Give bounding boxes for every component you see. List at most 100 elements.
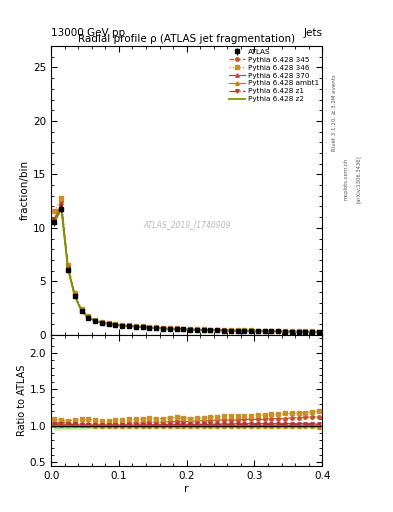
Pythia 6.428 345 [310,329,314,335]
Pythia 6.428 z2 [188,327,193,333]
Pythia 6.428 346 [242,327,247,333]
Pythia 6.428 346 [283,328,287,334]
Pythia 6.428 z1 [283,328,287,334]
Pythia 6.428 370 [66,265,70,271]
Pythia 6.428 370 [262,328,267,334]
Pythia 6.428 ambt1 [147,325,152,331]
Pythia 6.428 345 [181,326,185,332]
Pythia 6.428 z1 [276,328,281,334]
Pythia 6.428 ambt1 [79,308,84,314]
Pythia 6.428 z1 [120,323,125,329]
Pythia 6.428 ambt1 [228,328,233,334]
Pythia 6.428 z1 [79,308,84,314]
Pythia 6.428 345 [222,327,226,333]
Pythia 6.428 z2 [120,323,125,329]
Pythia 6.428 370 [228,328,233,334]
Pythia 6.428 z2 [181,326,185,332]
Pythia 6.428 ambt1 [120,323,125,329]
Pythia 6.428 345 [228,327,233,333]
Pythia 6.428 ambt1 [167,326,172,332]
Pythia 6.428 345 [66,265,70,271]
Pythia 6.428 346 [215,327,220,333]
Pythia 6.428 370 [134,324,138,330]
Pythia 6.428 370 [174,326,179,332]
Pythia 6.428 z1 [86,314,91,321]
Pythia 6.428 z1 [167,326,172,332]
Pythia 6.428 370 [107,321,111,327]
Pythia 6.428 z2 [316,329,321,335]
Pythia 6.428 345 [120,322,125,328]
Pythia 6.428 370 [249,328,253,334]
Pythia 6.428 370 [188,327,193,333]
Pythia 6.428 345 [269,328,274,334]
Pythia 6.428 345 [215,327,220,333]
Pythia 6.428 370 [269,328,274,334]
Pythia 6.428 z2 [161,326,165,332]
Pythia 6.428 ambt1 [66,266,70,272]
Pythia 6.428 346 [86,313,91,319]
Pythia 6.428 z2 [66,266,70,272]
Pythia 6.428 ambt1 [255,328,260,334]
Pythia 6.428 z2 [195,327,199,333]
Pythia 6.428 346 [269,328,274,334]
Pythia 6.428 ambt1 [296,329,301,335]
Pythia 6.428 346 [235,327,240,333]
Pythia 6.428 z2 [72,293,77,300]
Pythia 6.428 z1 [269,328,274,334]
Pythia 6.428 z2 [215,327,220,333]
Pythia 6.428 z2 [228,328,233,334]
Pythia 6.428 345 [147,324,152,330]
Pythia 6.428 345 [127,323,131,329]
Pythia 6.428 z1 [113,322,118,328]
Pythia 6.428 370 [72,293,77,299]
Pythia 6.428 z1 [66,265,70,271]
Pythia 6.428 345 [93,317,97,324]
Pythia 6.428 345 [262,328,267,334]
Pythia 6.428 346 [113,321,118,327]
Pythia 6.428 z2 [127,323,131,329]
Pythia 6.428 ambt1 [134,324,138,330]
Pythia 6.428 ambt1 [310,329,314,335]
Y-axis label: fraction/bin: fraction/bin [20,160,30,221]
Pythia 6.428 345 [283,328,287,334]
Pythia 6.428 z1 [228,328,233,334]
Pythia 6.428 345 [161,325,165,331]
Pythia 6.428 z2 [249,328,253,334]
Pythia 6.428 370 [161,325,165,331]
Pythia 6.428 370 [222,327,226,333]
Pythia 6.428 346 [222,327,226,333]
Pythia 6.428 345 [59,198,64,204]
Pythia 6.428 346 [147,324,152,330]
Pythia 6.428 z2 [107,321,111,327]
Pythia 6.428 370 [59,204,64,210]
Pythia 6.428 346 [127,323,131,329]
Pythia 6.428 346 [52,208,57,215]
Line: Pythia 6.428 370: Pythia 6.428 370 [53,206,321,334]
Pythia 6.428 346 [208,327,213,333]
Pythia 6.428 346 [262,328,267,334]
Pythia 6.428 370 [215,327,220,333]
Pythia 6.428 z2 [310,329,314,335]
Pythia 6.428 z1 [296,329,301,335]
Pythia 6.428 z1 [208,327,213,333]
Pythia 6.428 346 [79,306,84,312]
Text: mcplots.cern.ch: mcplots.cern.ch [344,158,349,200]
Pythia 6.428 370 [296,329,301,335]
Pythia 6.428 z1 [222,327,226,333]
Line: Pythia 6.428 345: Pythia 6.428 345 [53,199,321,333]
Pythia 6.428 z1 [242,328,247,334]
Pythia 6.428 ambt1 [181,326,185,332]
Text: Jets: Jets [303,28,322,38]
Pythia 6.428 ambt1 [195,327,199,333]
Pythia 6.428 ambt1 [113,322,118,328]
Pythia 6.428 z1 [154,325,158,331]
Pythia 6.428 345 [296,328,301,334]
Pythia 6.428 370 [120,323,125,329]
Pythia 6.428 z1 [127,323,131,329]
Pythia 6.428 z2 [283,328,287,334]
Pythia 6.428 346 [134,323,138,329]
Pythia 6.428 346 [249,327,253,333]
Pythia 6.428 345 [113,322,118,328]
Pythia 6.428 346 [120,322,125,328]
Pythia 6.428 z1 [174,326,179,332]
